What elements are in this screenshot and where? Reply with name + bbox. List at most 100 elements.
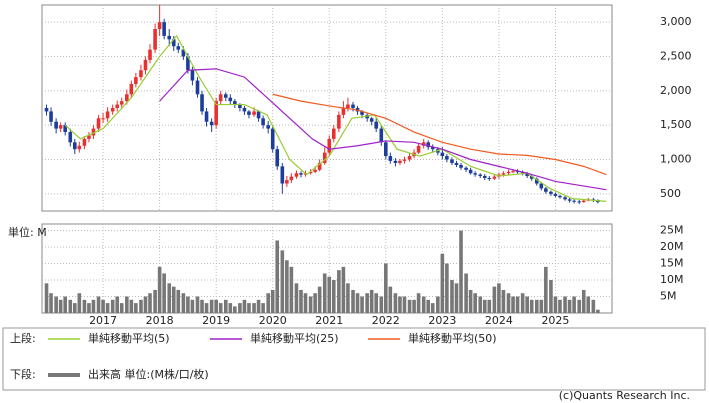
candle-body bbox=[478, 174, 483, 176]
candle-body bbox=[327, 138, 332, 153]
legend-label: 単純移動平均(5) bbox=[88, 331, 170, 345]
candle-body bbox=[91, 128, 96, 136]
candle-body bbox=[388, 156, 393, 161]
price-frame bbox=[41, 4, 613, 212]
candle-body bbox=[430, 147, 435, 150]
candle-body bbox=[44, 108, 49, 112]
volume-bar bbox=[379, 296, 384, 313]
volume-bar bbox=[308, 296, 313, 313]
x-tick-label: 2017 bbox=[89, 314, 117, 327]
volume-bar bbox=[238, 303, 242, 313]
candle-body bbox=[581, 200, 586, 203]
candle-body bbox=[252, 111, 256, 115]
candle-body bbox=[567, 199, 572, 201]
volume-bar bbox=[549, 280, 553, 313]
candle-body bbox=[190, 70, 195, 81]
candle-body bbox=[492, 176, 497, 179]
candle-body bbox=[379, 128, 384, 143]
candle-body bbox=[275, 149, 280, 167]
candle-body bbox=[308, 171, 313, 174]
volume-bar bbox=[91, 299, 96, 313]
candle-body bbox=[553, 193, 558, 196]
candle-body bbox=[256, 111, 261, 119]
volume-bar bbox=[331, 280, 336, 313]
candle-body bbox=[511, 171, 515, 173]
copyright: (c)Quants Research Inc. bbox=[559, 389, 690, 402]
volume-bar bbox=[143, 296, 148, 313]
volume-tick-label: 5M bbox=[660, 290, 677, 303]
candle-body bbox=[204, 111, 209, 122]
volume-bar bbox=[223, 299, 228, 313]
volume-bar bbox=[454, 283, 459, 313]
volume-bar bbox=[261, 303, 265, 313]
candle-body bbox=[468, 169, 473, 174]
volume-bar bbox=[134, 303, 138, 313]
candle-body bbox=[445, 156, 449, 160]
candle-body bbox=[563, 197, 567, 200]
volume-bar bbox=[256, 299, 261, 313]
candle-body bbox=[384, 142, 388, 157]
legend-label: 単純移動平均(25) bbox=[250, 331, 339, 345]
candle-body bbox=[440, 152, 445, 157]
candle-body bbox=[129, 83, 134, 95]
candle-body bbox=[176, 46, 181, 50]
volume-tick-label: 20M bbox=[660, 240, 684, 253]
volume-bar bbox=[68, 299, 73, 313]
candle-body bbox=[87, 135, 91, 139]
volume-bar bbox=[218, 303, 223, 313]
volume-bar bbox=[228, 303, 233, 313]
x-tick-label: 2020 bbox=[259, 314, 287, 327]
candle-body bbox=[181, 49, 186, 57]
volume-bar bbox=[209, 299, 214, 313]
volume-bar bbox=[195, 296, 200, 313]
volume-bar bbox=[374, 293, 378, 313]
candle-body bbox=[280, 166, 285, 184]
volume-bar bbox=[346, 283, 350, 313]
candle-body bbox=[115, 104, 120, 108]
volume-bar bbox=[525, 296, 529, 313]
candle-body bbox=[426, 142, 431, 148]
volume-bar bbox=[181, 293, 186, 313]
volume-bar bbox=[402, 296, 407, 313]
legend-frame bbox=[2, 327, 706, 391]
candle-body bbox=[294, 173, 299, 177]
candle-body bbox=[223, 94, 228, 98]
candle-body bbox=[398, 160, 402, 163]
volume-bar bbox=[157, 266, 162, 313]
candle-body bbox=[454, 162, 459, 165]
candle-body bbox=[346, 104, 350, 108]
candle-body bbox=[464, 167, 468, 170]
candle-body bbox=[261, 118, 265, 126]
volume-bar bbox=[393, 293, 398, 313]
x-tick-label: 2024 bbox=[485, 314, 513, 327]
candle-body bbox=[351, 104, 355, 108]
volume-bar bbox=[416, 293, 421, 313]
volume-bar bbox=[553, 296, 558, 313]
volume-bar bbox=[280, 250, 285, 313]
volume-bar bbox=[148, 293, 152, 313]
volume-bar bbox=[247, 303, 251, 313]
y-tick-label: 500 bbox=[660, 187, 681, 200]
candle-body bbox=[450, 159, 454, 163]
y-tick-label: 3,000 bbox=[660, 15, 692, 28]
moving-average-line bbox=[159, 68, 607, 191]
volume-bar bbox=[337, 270, 341, 313]
candle-body bbox=[506, 171, 511, 174]
volume-bar bbox=[294, 283, 299, 313]
volume-bar bbox=[129, 299, 134, 313]
candle-body bbox=[539, 183, 544, 189]
candle-body bbox=[242, 108, 247, 112]
candle-body bbox=[214, 101, 218, 126]
candle-body bbox=[534, 178, 539, 184]
x-tick-label: 2019 bbox=[202, 314, 230, 327]
volume-bar bbox=[596, 309, 600, 313]
volume-tick-label: 15M bbox=[660, 257, 684, 270]
candle-body bbox=[49, 111, 53, 122]
moving-average-line bbox=[272, 93, 607, 176]
volume-bar bbox=[322, 273, 327, 313]
volume-bar bbox=[515, 296, 520, 313]
volume-bar bbox=[426, 299, 431, 313]
candle-body bbox=[105, 111, 110, 119]
volume-bar bbox=[421, 296, 426, 313]
volume-bar bbox=[44, 283, 49, 313]
